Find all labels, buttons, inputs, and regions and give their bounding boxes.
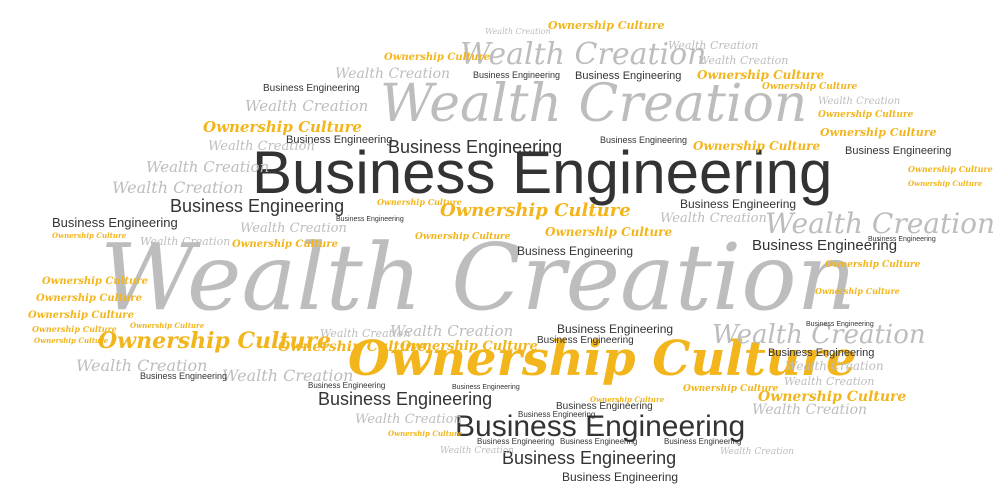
word-business-engineering-medium: Business Engineering: [502, 448, 677, 468]
word-wealth-creation-small: Wealth Creation: [698, 54, 789, 67]
word-business-engineering-small: Business Engineering: [806, 321, 874, 328]
word-ownership-culture-small: Ownership Culture: [820, 126, 937, 139]
word-ownership-culture-small: Ownership Culture: [693, 139, 821, 153]
word-ownership-culture-small: Ownership Culture: [34, 336, 109, 345]
word-business-engineering-small: Business Engineering: [286, 134, 393, 146]
word-ownership-culture-small: Ownership Culture: [545, 225, 673, 239]
word-wealth-creation-small: Wealth Creation: [660, 211, 767, 226]
word-ownership-culture-small: Ownership Culture: [28, 310, 134, 321]
word-business-engineering-small: Business Engineering: [517, 244, 634, 258]
word-wealth-creation-small: Wealth Creation: [785, 359, 884, 373]
word-ownership-culture-small: Ownership Culture: [697, 68, 825, 82]
word-ownership-culture-small: Ownership Culture: [908, 179, 983, 188]
word-business-engineering-small: Business Engineering: [560, 437, 638, 446]
word-wealth-creation-largest: Wealth Creation: [100, 224, 856, 331]
word-wealth-creation-small: Wealth Creation: [140, 235, 231, 248]
word-ownership-culture-small: Ownership Culture: [590, 395, 665, 404]
word-business-engineering-medium: Business Engineering: [752, 237, 898, 254]
word-ownership-culture-small: Ownership Culture: [758, 389, 907, 405]
word-wealth-creation-small: Wealth Creation: [146, 158, 270, 176]
word-wealth-creation-small: Wealth Creation: [752, 402, 868, 418]
word-business-engineering-medium: Business Engineering: [318, 389, 493, 409]
word-ownership-culture-large: Ownership Culture: [348, 331, 857, 387]
word-ownership-culture-small: Ownership Culture: [908, 164, 993, 174]
word-wealth-creation-small: Wealth Creation: [355, 412, 462, 427]
word-business-engineering-small: Business Engineering: [556, 401, 653, 412]
word-ownership-culture-small: Ownership Culture: [52, 231, 127, 240]
word-ownership-culture-small: Ownership Culture: [388, 429, 463, 438]
word-business-engineering-small: Business Engineering: [308, 381, 386, 390]
word-wealth-creation-medium: Wealth Creation: [712, 320, 926, 350]
word-business-engineering-small: Business Engineering: [477, 437, 555, 446]
word-business-engineering-small: Business Engineering: [768, 347, 875, 359]
word-business-engineering-small: Business Engineering: [473, 70, 561, 80]
word-ownership-culture-small: Ownership Culture: [548, 19, 665, 32]
word-wealth-creation-small: Wealth Creation: [720, 447, 794, 457]
word-wealth-creation-small: Wealth Creation: [320, 327, 411, 340]
word-business-engineering-small: Business Engineering: [868, 236, 936, 243]
word-wealth-creation-small: Wealth Creation: [76, 356, 208, 375]
word-ownership-culture-small: Ownership Culture: [278, 339, 427, 355]
word-wealth-creation-small: Wealth Creation: [784, 375, 875, 388]
word-business-engineering-small: Business Engineering: [664, 437, 742, 446]
word-business-engineering-small: Business Engineering: [600, 135, 688, 145]
word-business-engineering-medium: Business Engineering: [170, 196, 345, 216]
word-business-engineering-small: Business Engineering: [263, 83, 360, 94]
word-business-engineering-small: Business Engineering: [557, 322, 674, 336]
word-wealth-creation-small: Wealth Creation: [245, 97, 369, 115]
word-wealth-creation-small: Wealth Creation: [240, 221, 347, 236]
word-ownership-culture-small: Ownership Culture: [683, 384, 779, 394]
word-wealth-creation-small: Wealth Creation: [390, 322, 514, 340]
word-business-engineering-small: Business Engineering: [518, 410, 596, 419]
word-ownership-culture-small: Ownership Culture: [415, 232, 511, 242]
word-wealth-creation-medium: Wealth Creation: [460, 37, 707, 72]
word-business-engineering-medium: Business Engineering: [388, 137, 563, 157]
word-wealth-creation-large: Wealth Creation: [380, 74, 808, 134]
word-ownership-culture-small: Ownership Culture: [384, 52, 490, 63]
word-business-engineering-small: Business Engineering: [575, 70, 682, 82]
word-business-engineering-small: Business Engineering: [452, 384, 520, 391]
word-ownership-culture-small: Ownership Culture: [377, 197, 462, 207]
word-wealth-creation-small: Wealth Creation: [440, 446, 514, 456]
word-business-engineering-small: Business Engineering: [336, 216, 404, 223]
word-business-engineering-large: Business Engineering: [455, 410, 746, 443]
word-business-engineering-small: Business Engineering: [140, 371, 228, 381]
word-business-engineering-small: Business Engineering: [562, 470, 679, 484]
word-wealth-creation-small: Wealth Creation: [112, 178, 244, 197]
word-ownership-culture-small: Ownership Culture: [232, 239, 338, 250]
word-ownership-culture-small: Ownership Culture: [42, 276, 148, 287]
word-wealth-creation-small: Wealth Creation: [818, 96, 901, 107]
word-ownership-culture-small: Ownership Culture: [203, 118, 362, 136]
word-business-engineering-small: Business Engineering: [845, 145, 952, 157]
word-ownership-culture-small: Ownership Culture: [36, 293, 142, 304]
word-wealth-creation-small: Wealth Creation: [222, 366, 354, 385]
word-ownership-culture-small: Ownership Culture: [815, 286, 900, 296]
word-wealth-creation-small: Wealth Creation: [335, 66, 451, 82]
word-ownership-culture-small: Ownership Culture: [762, 82, 858, 92]
word-business-engineering-small: Business Engineering: [52, 215, 178, 230]
word-ownership-culture-small: Ownership Culture: [818, 110, 914, 120]
word-ownership-culture-small: Ownership Culture: [400, 339, 538, 354]
word-business-engineering-small: Business Engineering: [537, 335, 634, 346]
word-ownership-culture-medium: Ownership Culture: [98, 328, 332, 354]
word-wealth-creation-small: Wealth Creation: [208, 139, 315, 154]
word-ownership-culture-small: Ownership Culture: [32, 324, 117, 334]
word-wealth-creation-small: Wealth Creation: [668, 39, 759, 52]
word-wealth-creation-medium: Wealth Creation: [765, 207, 996, 240]
word-ownership-culture-small: Ownership Culture: [825, 260, 921, 270]
word-wealth-creation-small: Wealth Creation: [485, 27, 551, 36]
word-business-engineering-largest: Business Engineering: [252, 139, 833, 206]
word-business-engineering-small: Business Engineering: [680, 197, 797, 211]
word-ownership-culture-small: Ownership Culture: [130, 321, 205, 330]
word-ownership-culture-medium: Ownership Culture: [440, 200, 631, 221]
